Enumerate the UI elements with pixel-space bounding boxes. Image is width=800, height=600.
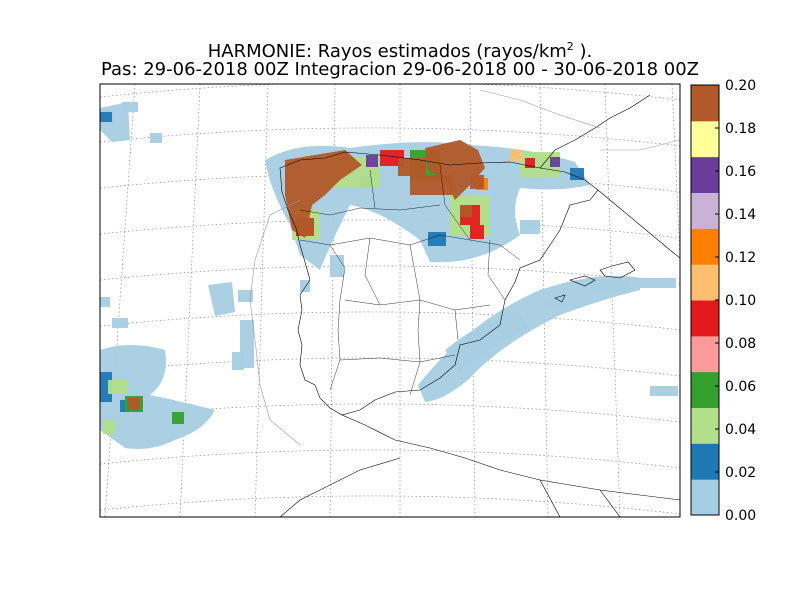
border-path	[299, 204, 441, 216]
lightning-cell	[650, 386, 678, 396]
colorbar-segment	[691, 264, 719, 301]
colorbar-tick-label: 0.18	[725, 121, 756, 137]
lightning-cell	[122, 102, 138, 112]
coastline-path	[279, 457, 401, 517]
graticule-meridian	[30, 84, 70, 517]
colorbar-tick-label: 0.20	[725, 78, 756, 94]
lightning-cell	[103, 420, 115, 434]
coastline-path	[599, 489, 621, 517]
colorbar-segment	[691, 300, 719, 337]
lightning-cell	[510, 150, 522, 162]
lightning-cell	[366, 155, 378, 167]
lightning-cell	[460, 205, 472, 217]
coastline-path	[569, 275, 596, 287]
border-path	[454, 309, 459, 341]
colorbar-tick-label: 0.10	[725, 293, 756, 309]
colorbar-segment	[691, 120, 719, 158]
colorbar-segment	[691, 228, 719, 265]
graticule-meridian	[104, 84, 136, 517]
border-path	[369, 169, 376, 209]
lightning-cell	[640, 278, 676, 288]
graticule-meridian	[254, 84, 269, 517]
lightning-cell	[428, 232, 446, 246]
colorbar-tick-label: 0.08	[725, 336, 756, 352]
lightning-cell	[418, 275, 640, 402]
colorbar-tick-label: 0.00	[725, 508, 756, 524]
coastline-path	[597, 189, 680, 259]
border-path	[339, 354, 456, 363]
graticule-meridian	[179, 84, 201, 517]
lightning-cell	[100, 297, 110, 307]
lightning-cell	[570, 168, 584, 180]
lightning-cell	[172, 412, 184, 424]
colorbar-segment	[691, 156, 719, 193]
coastline-path	[554, 294, 566, 303]
colorbar-segment	[691, 192, 719, 229]
coastline-path	[539, 94, 651, 169]
colorbar-tick-label: 0.06	[725, 379, 756, 395]
lightning-cell	[150, 133, 162, 143]
colorbar-tick-label: 0.04	[725, 422, 756, 438]
colorbar-segment	[691, 371, 719, 408]
map-layer	[30, 84, 680, 517]
coastline	[249, 89, 680, 517]
border-path	[409, 244, 421, 396]
neighbor-border-path	[249, 199, 301, 446]
border-path	[487, 239, 506, 301]
lightning-cell	[470, 225, 484, 239]
lightning-cell	[100, 112, 112, 122]
map-title-line-1: HARMONIE: Rayos estimados (rayos/km2 ).	[207, 40, 593, 62]
lightning-cell	[445, 312, 528, 372]
neighbor-border-path	[479, 89, 601, 129]
lightning-cell	[208, 282, 235, 316]
graticule-meridian	[604, 84, 621, 517]
lightning-cell	[410, 175, 452, 195]
colorbar-segment	[691, 407, 719, 444]
lightning-cell	[100, 372, 112, 402]
lightning-cell	[100, 345, 215, 449]
graticule-meridian	[671, 84, 680, 265]
lightning-cell	[398, 158, 426, 176]
colorbar-segment	[691, 335, 719, 373]
map-title-line-2: Pas: 29-06-2018 00Z Integracion 29-06-20…	[100, 59, 699, 80]
lightning-cell	[238, 290, 253, 302]
lightning-cell	[590, 280, 630, 290]
colorbar: 0.00 0.02 0.04 0.06 0.08 0.10 0.12 0.14 0.16 0.18…	[690, 78, 756, 524]
lightning-cell	[545, 298, 563, 308]
coastline-path	[539, 479, 561, 517]
coastline-path	[279, 151, 599, 416]
lightning-cell	[520, 220, 540, 234]
colorbar-segment	[691, 443, 719, 480]
coastline-path	[341, 414, 680, 501]
colorbar-tick-label: 0.14	[725, 207, 756, 223]
lightning-cell	[550, 157, 560, 167]
lightning-cell	[330, 255, 344, 277]
colorbar-tick-label: 0.16	[725, 164, 756, 180]
lightning-cell	[112, 318, 128, 328]
colorbar-segment	[691, 85, 719, 122]
colorbar-tick-label: 0.02	[725, 465, 756, 481]
lightning-cell	[300, 218, 314, 236]
neighbor-border-path	[600, 139, 680, 151]
lightning-cell	[525, 158, 535, 168]
lightning-field	[100, 102, 678, 449]
colorbar-segment	[691, 479, 719, 516]
border-path	[439, 164, 471, 241]
coastline-path	[599, 261, 636, 279]
lightning-cell	[128, 398, 140, 410]
lightning-cell	[470, 175, 484, 189]
lightning-cell	[108, 380, 128, 394]
map-frame	[99, 83, 681, 518]
colorbar-tick-label: 0.12	[725, 250, 756, 266]
lightning-cell	[300, 280, 310, 292]
lightning-cell	[285, 150, 362, 238]
lightning-cell	[232, 352, 244, 370]
border-path	[364, 237, 381, 306]
